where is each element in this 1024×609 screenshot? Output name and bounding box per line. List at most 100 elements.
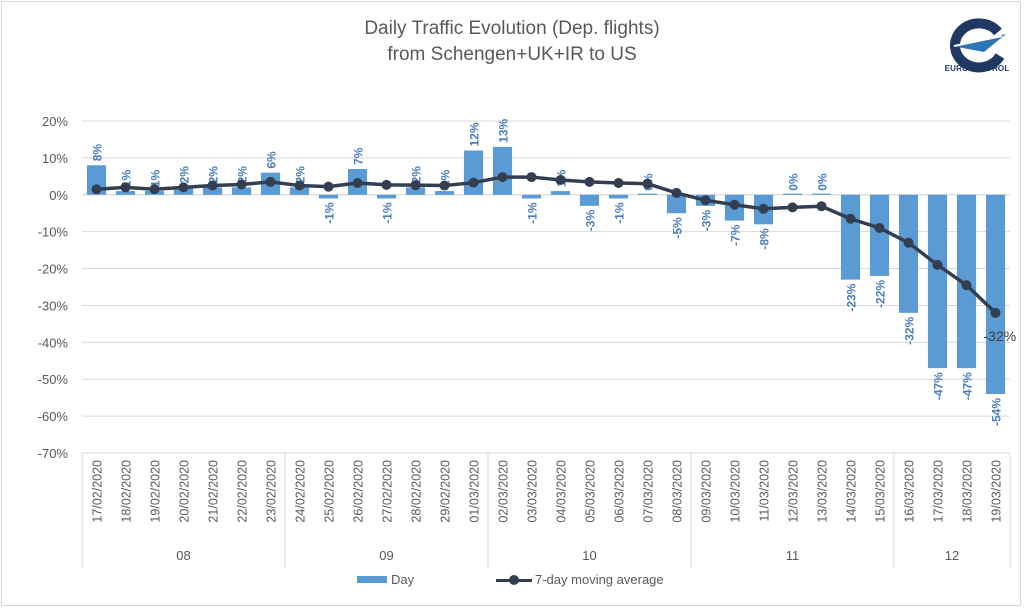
x-tick-label: 18/02/2020 — [120, 460, 134, 523]
y-tick-label: -50% — [38, 372, 69, 387]
bar — [434, 191, 455, 195]
y-tick-label: -40% — [38, 335, 69, 350]
bar-data-label: -22% — [874, 280, 888, 308]
legend: Day 7-day moving average — [0, 572, 1024, 592]
moving-average-point — [236, 179, 247, 190]
moving-average-point — [903, 237, 914, 248]
moving-average-point — [439, 180, 450, 191]
bar — [376, 194, 397, 199]
x-tick-label: 14/03/2020 — [845, 460, 859, 523]
bar — [666, 194, 687, 214]
bar — [927, 194, 948, 369]
legend-day-label: Day — [391, 572, 415, 587]
x-tick-label: 29/02/2020 — [439, 460, 453, 523]
x-tick-label: 05/03/2020 — [584, 460, 598, 523]
bar — [985, 194, 1006, 394]
bar-data-label: -47% — [961, 372, 975, 400]
bar-data-label: -3% — [584, 210, 598, 232]
moving-average-point — [120, 182, 131, 193]
moving-average-point — [91, 184, 102, 195]
x-tick-label: 02/03/2020 — [497, 460, 511, 523]
bar-data-label: 6% — [265, 151, 279, 169]
moving-average-point — [352, 177, 363, 188]
bar — [289, 187, 310, 195]
moving-average-point — [816, 201, 827, 212]
x-tick-label: 19/02/2020 — [149, 460, 163, 523]
x-tick-label: 25/02/2020 — [323, 460, 337, 523]
bar — [521, 194, 542, 199]
x-tick-label: 07/03/2020 — [642, 460, 656, 523]
week-group-label: 08 — [176, 548, 190, 563]
bar — [492, 146, 513, 195]
bar — [115, 191, 136, 195]
y-tick-label: -20% — [38, 262, 69, 277]
x-tick-label: 01/03/2020 — [468, 460, 482, 523]
moving-average-point — [468, 177, 479, 188]
bar-data-label: -32% — [903, 316, 917, 344]
legend-item-moving-average: 7-day moving average — [496, 572, 664, 587]
bar-data-label: 2% — [178, 166, 192, 184]
bar-data-label: -8% — [758, 228, 772, 250]
x-tick-label: 17/03/2020 — [932, 460, 946, 523]
moving-average-point — [961, 280, 972, 291]
legend-ma-label: 7-day moving average — [535, 572, 664, 587]
bar-data-label: -7% — [729, 224, 743, 246]
bar-data-label: 1% — [149, 169, 163, 187]
moving-average-point — [932, 259, 943, 270]
moving-average-point — [787, 202, 798, 213]
x-tick-label: 17/02/2020 — [91, 460, 105, 523]
y-tick-label: 20% — [42, 114, 68, 129]
bar — [318, 194, 339, 199]
y-tick-label: -30% — [38, 298, 69, 313]
moving-average-point — [758, 203, 769, 214]
bar-data-label: -5% — [671, 217, 685, 239]
bar-data-label: 2% — [207, 166, 221, 184]
chart-subtitle: from Schengen+UK+IR to US — [387, 44, 637, 65]
logo-text: EUROCONTROL — [944, 64, 1010, 73]
x-tick-label: 19/03/2020 — [990, 460, 1004, 523]
moving-average-point — [323, 181, 334, 192]
x-tick-label: 24/02/2020 — [294, 460, 308, 523]
x-tick-label: 22/02/2020 — [236, 460, 250, 523]
y-tick-label: -10% — [38, 225, 69, 240]
moving-average-point — [700, 195, 711, 206]
bar — [782, 193, 803, 195]
moving-average-point — [642, 178, 653, 189]
bar-data-label: -1% — [526, 202, 540, 224]
x-tick-label: 08/03/2020 — [671, 460, 685, 523]
x-tick-label: 10/03/2020 — [729, 460, 743, 523]
x-tick-label: 11/03/2020 — [758, 460, 772, 522]
x-tick-label: 28/02/2020 — [410, 460, 424, 523]
moving-average-line — [96, 175, 997, 315]
bar-data-label: 13% — [497, 118, 511, 142]
bar-data-label: -3% — [700, 210, 714, 232]
bar-data-label: -1% — [613, 202, 627, 224]
legend-item-day: Day — [357, 572, 414, 587]
moving-average-point — [584, 176, 595, 187]
legend-line-swatch — [496, 574, 532, 586]
bar-data-label: 8% — [91, 144, 105, 162]
bar-data-label: 2% — [236, 166, 250, 184]
y-tick-label: -70% — [38, 446, 69, 461]
x-tick-label: 27/02/2020 — [381, 460, 395, 523]
bar — [202, 187, 223, 195]
week-group-label: 12 — [945, 548, 959, 563]
bar-data-label: -1% — [381, 202, 395, 224]
x-tick-label: 04/03/2020 — [555, 460, 569, 523]
week-group-label: 09 — [379, 548, 393, 563]
bar-data-label: 0% — [787, 173, 801, 191]
eurocontrol-logo-icon — [949, 18, 1006, 73]
x-tick-label: 12/03/2020 — [787, 460, 801, 523]
bar — [840, 194, 861, 280]
bar — [898, 194, 919, 313]
moving-average-point — [178, 182, 189, 193]
x-tick-label: 06/03/2020 — [613, 460, 627, 523]
chart-title: Daily Traffic Evolution (Dep. flights) — [364, 18, 660, 39]
moving-average-point — [207, 180, 218, 191]
y-tick-label: 10% — [42, 151, 68, 166]
x-tick-label: 21/02/2020 — [207, 460, 221, 523]
bar-data-label: -1% — [323, 202, 337, 224]
bar-data-label: 7% — [352, 147, 366, 165]
